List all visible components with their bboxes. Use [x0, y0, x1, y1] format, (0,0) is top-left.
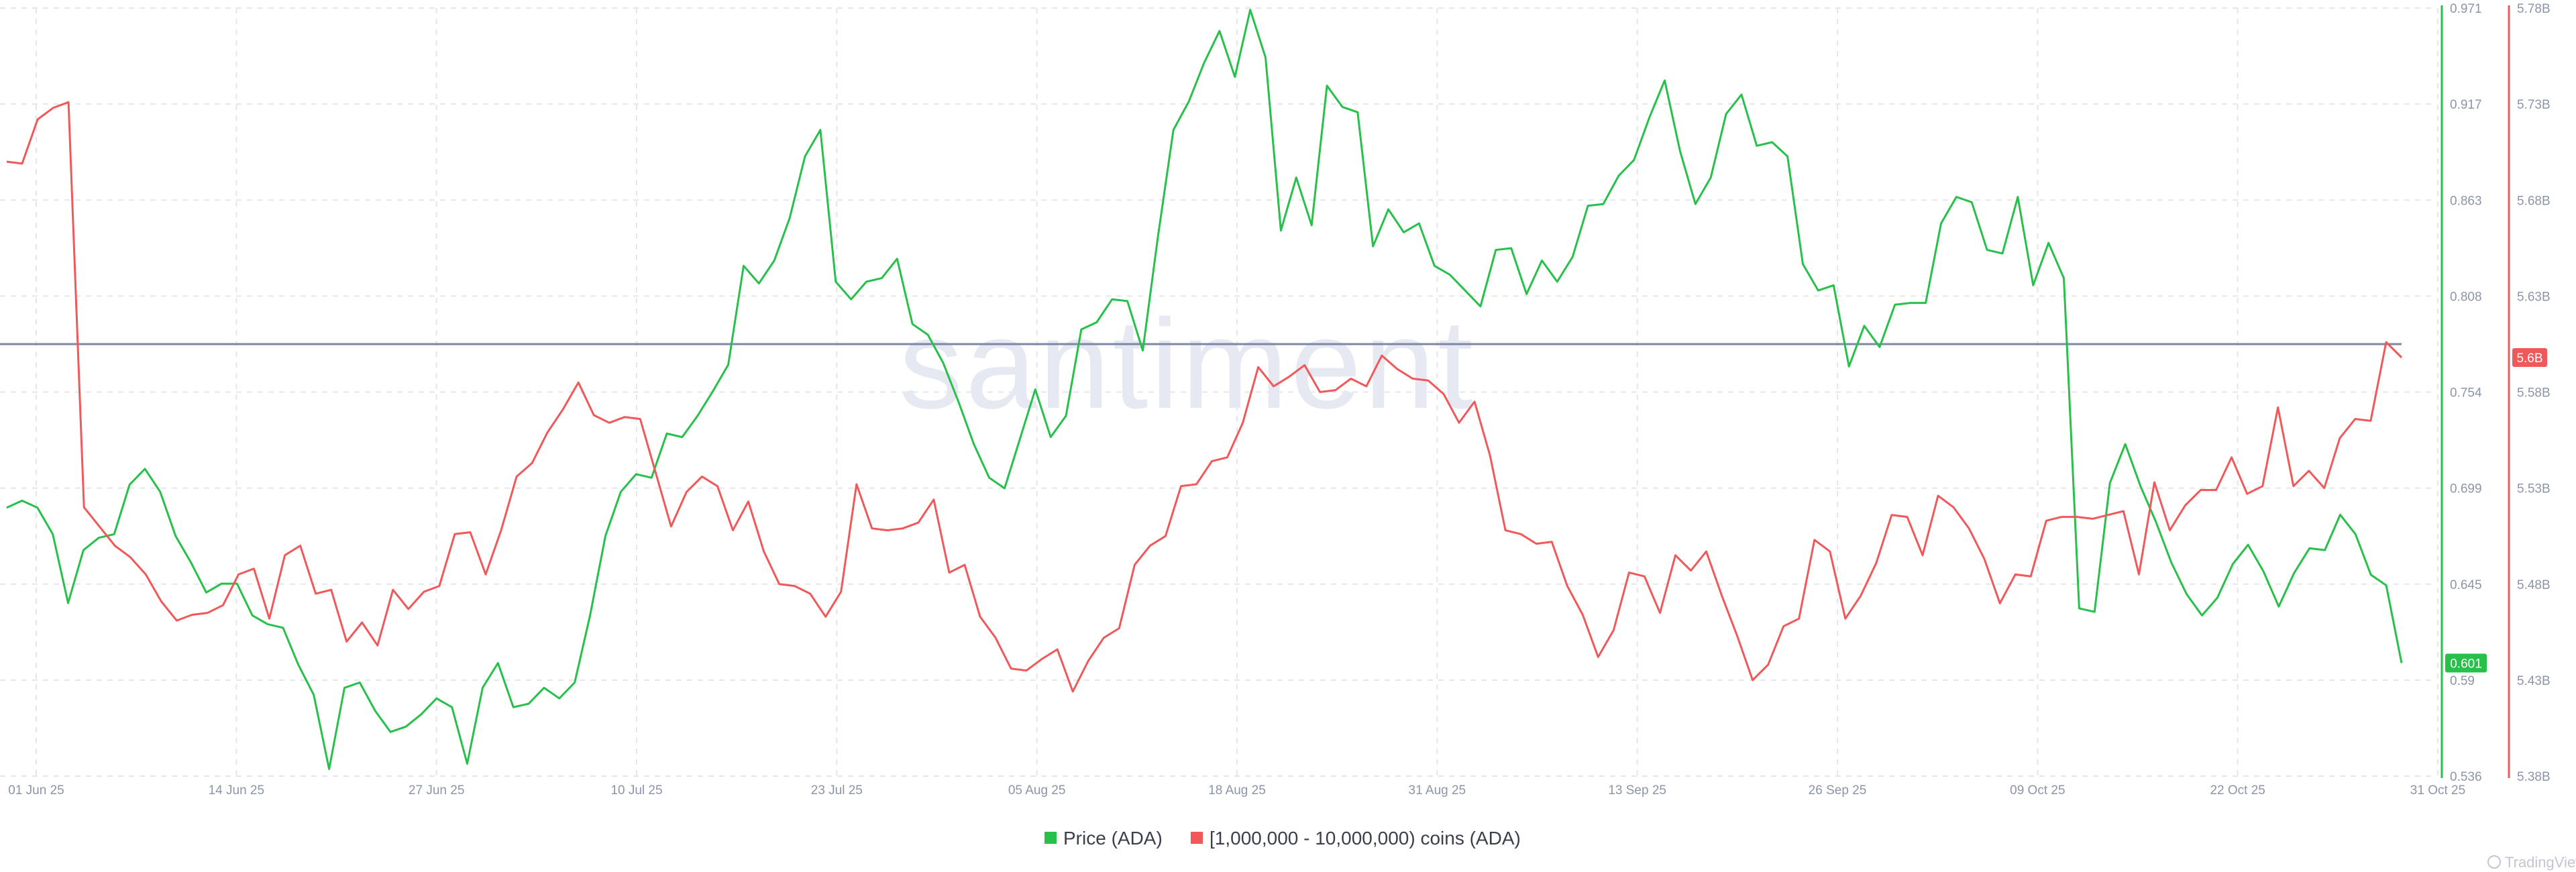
x-tick-label: 31 Aug 25 [1409, 783, 1466, 798]
footer-logo-text: TradingView [2505, 854, 2576, 871]
coins-tick-label: 5.58B [2517, 386, 2551, 400]
x-tick-label: 10 Jul 25 [610, 783, 662, 798]
coins-series-line [6, 101, 2403, 693]
footer-logo: TradingView [2487, 854, 2576, 871]
legend-item-coins[interactable]: [1,000,000 - 10,000,000) coins (ADA) [1191, 828, 1521, 849]
coins-value-badge-bg [2512, 347, 2547, 367]
coins-tick-label: 5.73B [2517, 98, 2551, 112]
x-tick-label: 13 Sep 25 [1608, 783, 1666, 798]
x-tick-label: 01 Jun 25 [8, 783, 64, 798]
coins-value-badge-text: 5.6B [2516, 351, 2542, 366]
x-tick-label: 26 Sep 25 [1809, 783, 1867, 798]
price-tick-label: 0.536 [2450, 770, 2482, 784]
price-value-badge-bg [2445, 653, 2487, 673]
legend-item-price[interactable]: Price (ADA) [1044, 828, 1163, 849]
legend-price-label: Price (ADA) [1063, 828, 1163, 849]
coins-tick-label: 5.38B [2517, 770, 2551, 784]
coins-value-badge: 5.6B [2512, 347, 2547, 367]
legend-coins-label: [1,000,000 - 10,000,000) coins (ADA) [1210, 828, 1521, 849]
price-tick-label: 0.863 [2450, 194, 2482, 208]
coins-tick-label: 5.63B [2517, 290, 2551, 304]
coins-tick-label: 5.48B [2517, 578, 2551, 592]
x-tick-label: 22 Oct 25 [2210, 783, 2265, 798]
price-value-badge-text: 0.601 [2450, 657, 2482, 671]
series-lines [6, 9, 2403, 770]
x-tick-label: 18 Aug 25 [1208, 783, 1266, 798]
x-tick-label: 23 Jul 25 [811, 783, 863, 798]
coins-tick-label: 5.43B [2517, 674, 2551, 688]
legend-coins-swatch [1191, 832, 1203, 844]
price-value-badge: 0.601 [2445, 653, 2487, 673]
x-tick-label: 31 Oct 25 [2410, 783, 2465, 798]
coins-tick-label: 5.53B [2517, 482, 2551, 496]
price-tick-label: 0.59 [2450, 674, 2475, 688]
x-tick-label: 14 Jun 25 [209, 783, 264, 798]
price-tick-label: 0.699 [2450, 482, 2482, 496]
price-tick-label: 0.754 [2450, 386, 2482, 400]
price-tick-label: 0.917 [2450, 98, 2482, 112]
price-tick-label: 0.971 [2450, 2, 2482, 16]
x-tick-label: 05 Aug 25 [1008, 783, 1066, 798]
price-axis: 0.971 0.917 0.863 0.808 0.754 0.699 0.645 0.59 0… [2450, 2, 2482, 784]
price-series-line [6, 9, 2403, 770]
legend-price-swatch [1044, 832, 1057, 844]
legend: Price (ADA) [1,000,000 - 10,000,000) coi… [1044, 828, 1521, 849]
coins-tick-label: 5.68B [2517, 194, 2551, 208]
price-tick-label: 0.808 [2450, 290, 2482, 304]
x-axis: 01 Jun 25 14 Jun 25 27 Jun 25 10 Jul 25 23 J… [8, 783, 2465, 798]
x-tick-label: 27 Jun 25 [409, 783, 464, 798]
x-tick-label: 09 Oct 25 [2010, 783, 2065, 798]
price-tick-label: 0.645 [2450, 578, 2482, 592]
tradingview-logo-icon [2487, 855, 2501, 869]
coins-tick-label: 5.78B [2517, 2, 2551, 16]
grid-lines [0, 7, 2438, 777]
watermark: santiment [899, 293, 1476, 435]
coins-axis: 5.78B 5.73B 5.68B 5.63B 5.58B 5.53B 5.48B 5.43B… [2517, 2, 2551, 784]
